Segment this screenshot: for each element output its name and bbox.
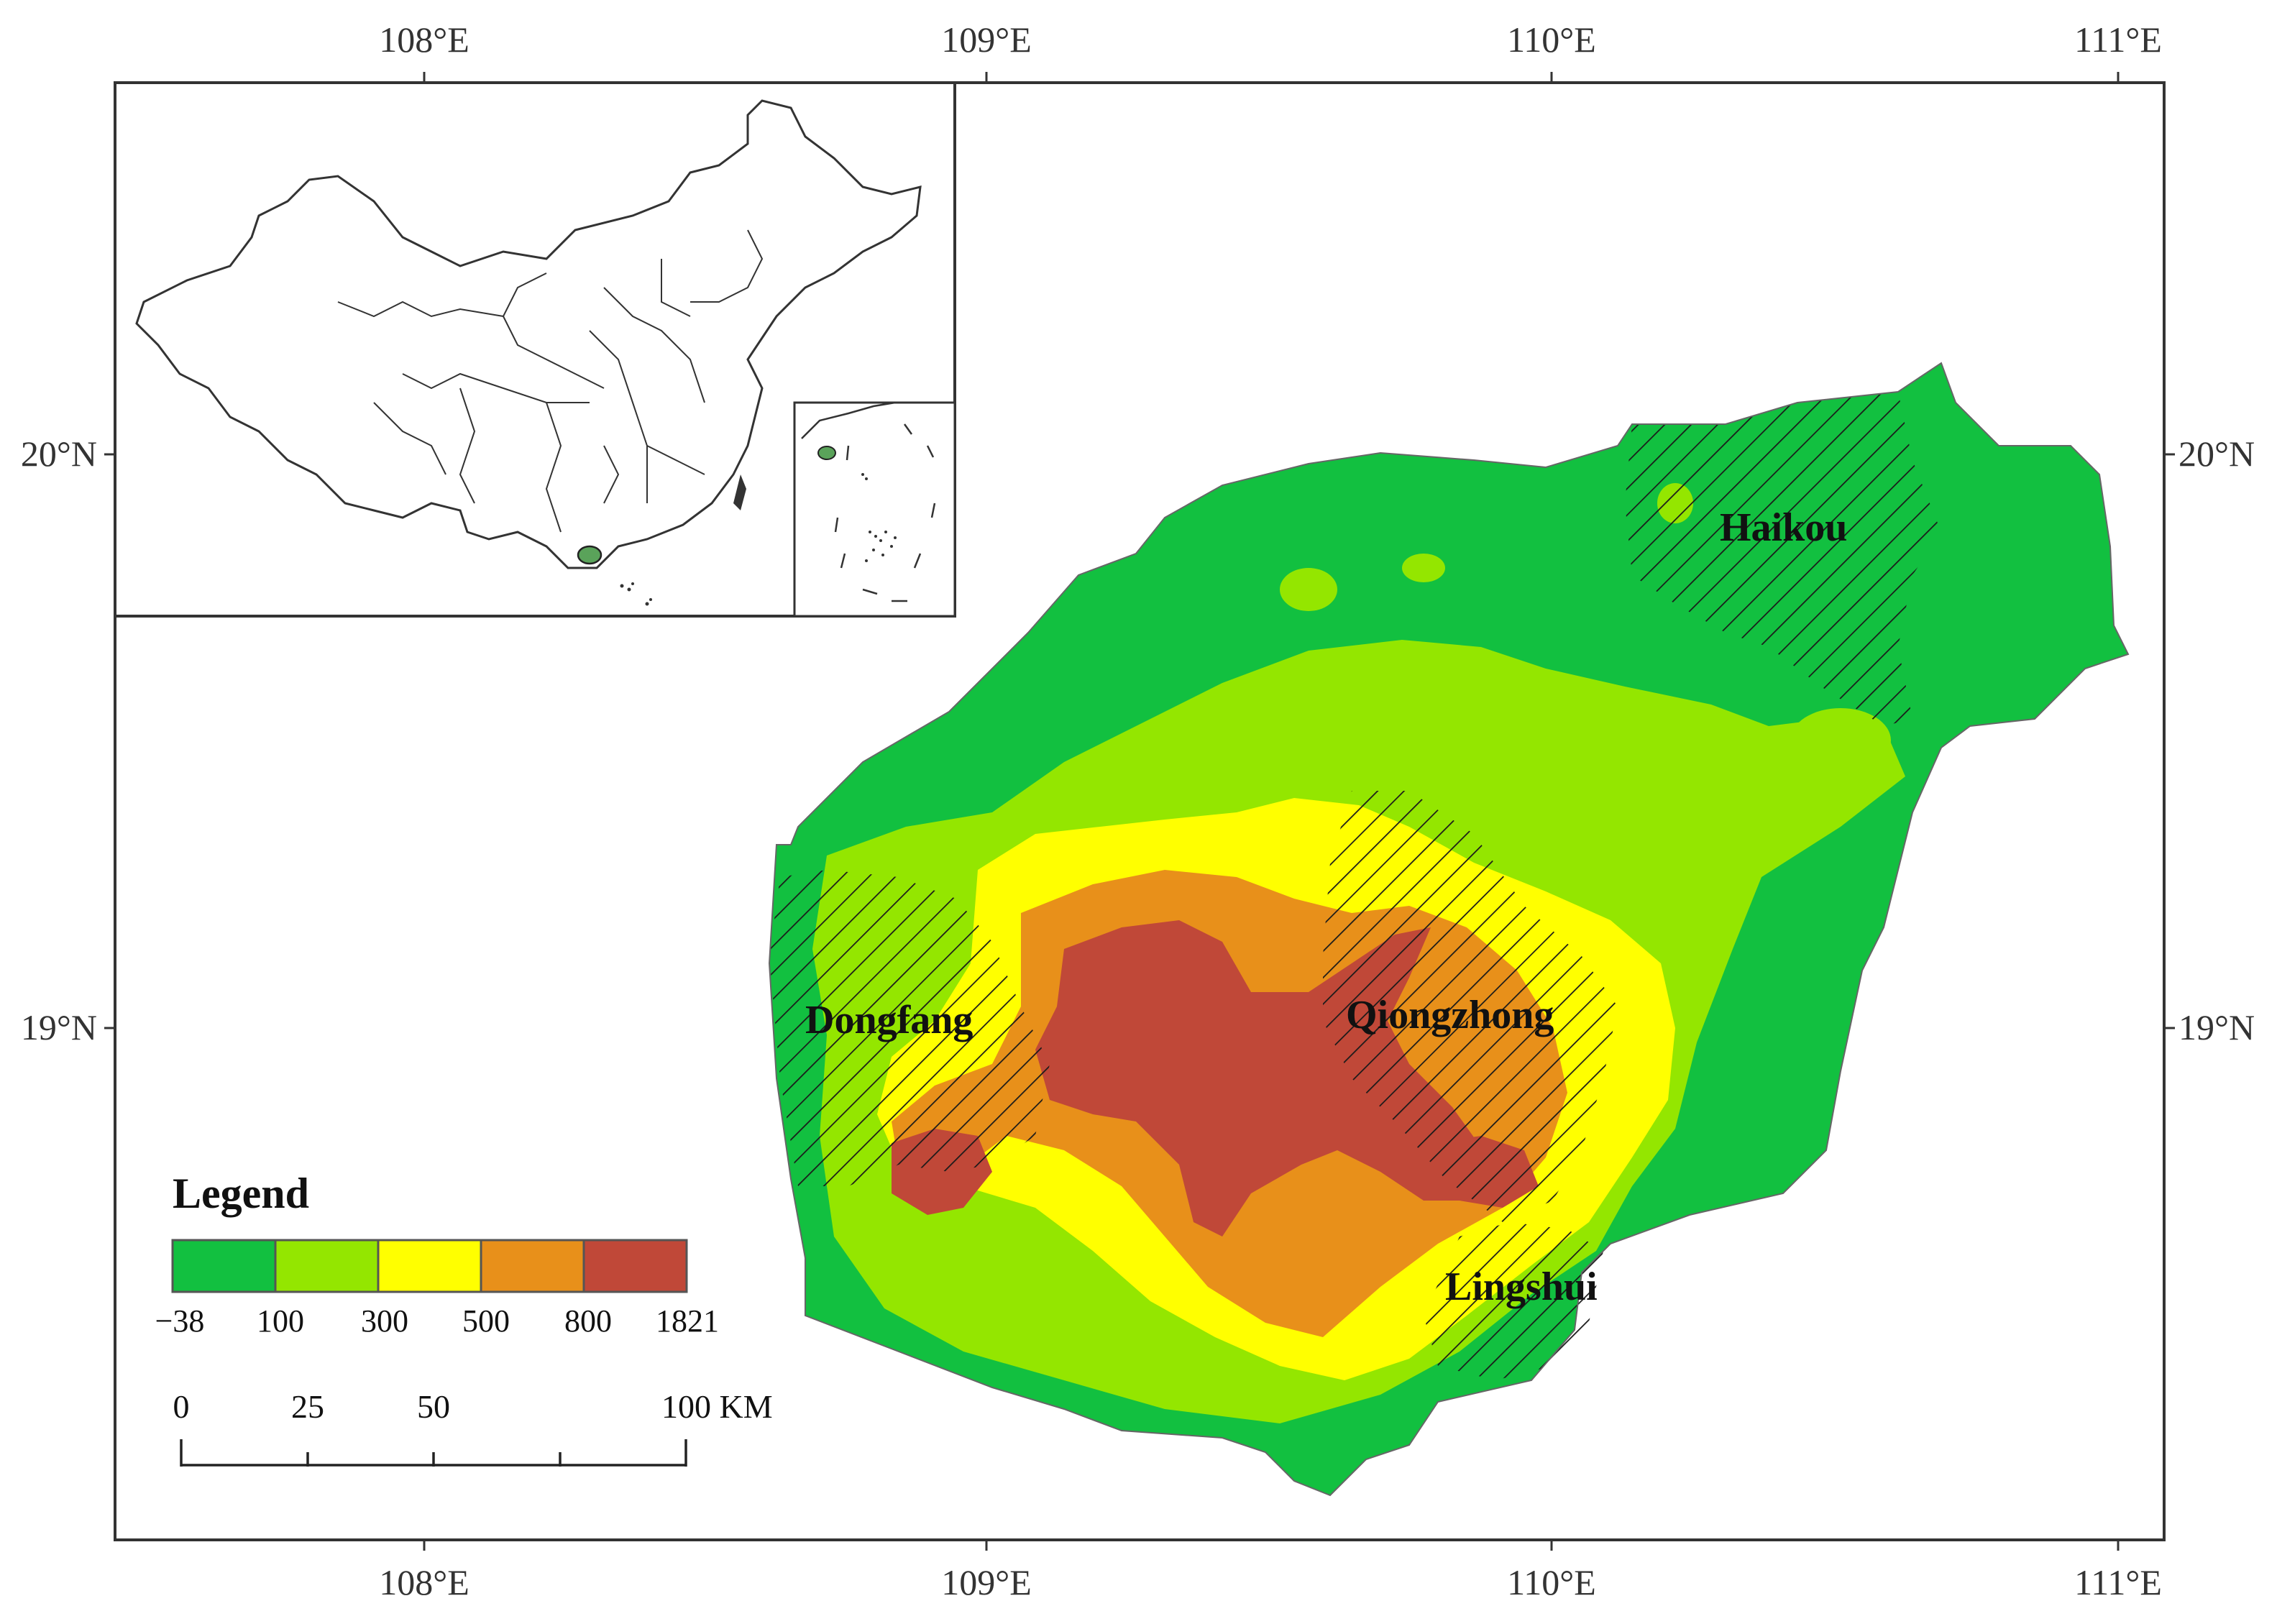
elevation-patch-north xyxy=(1280,568,1337,611)
lon-label-108-top: 108°E xyxy=(379,19,469,60)
lat-label-20-right: 20°N xyxy=(2179,433,2255,474)
legend-break-label: −38 xyxy=(155,1303,205,1339)
legend-break-label: 800 xyxy=(564,1303,612,1339)
elevation-patch-north-2 xyxy=(1402,554,1445,582)
legend-break-label: 1821 xyxy=(656,1303,719,1339)
lat-label-20-left: 20°N xyxy=(21,433,97,474)
south-china-sea-islands xyxy=(861,473,897,562)
legend-title: Legend xyxy=(173,1170,309,1217)
inset-islands xyxy=(620,474,746,606)
city-label-qiongzhong: Qiongzhong xyxy=(1346,993,1554,1037)
scale-bar-label-25: 25 xyxy=(291,1388,324,1425)
inset-map-china xyxy=(114,81,956,618)
graticule-ticks xyxy=(104,72,2175,1551)
hainan-island xyxy=(769,362,2129,1496)
city-label-lingshui: Lingshui xyxy=(1445,1265,1598,1309)
legend-swatch-3 xyxy=(377,1239,482,1293)
south-china-sea-dashes xyxy=(834,423,936,602)
lon-label-109-top: 109°E xyxy=(941,19,1032,60)
hatch-region-dongfang xyxy=(769,870,1050,1186)
lon-label-108-bottom: 108°E xyxy=(379,1562,469,1602)
lon-label-109-bottom: 109°E xyxy=(941,1562,1032,1602)
south-china-sea-hainan xyxy=(817,446,836,460)
lat-label-19-right: 19°N xyxy=(2179,1007,2255,1047)
scale-bar-label-0: 0 xyxy=(173,1388,190,1425)
legend-break-label: 300 xyxy=(361,1303,408,1339)
hatch-region-qiongzhong xyxy=(1323,791,1618,1222)
legend-swatch-2 xyxy=(274,1239,380,1293)
lon-label-110-bottom: 110°E xyxy=(1507,1562,1596,1602)
elevation-patch-northeast xyxy=(1790,708,1891,773)
legend-swatch-5 xyxy=(582,1239,688,1293)
south-china-sea-coast xyxy=(801,401,896,439)
lon-label-110-top: 110°E xyxy=(1507,19,1596,60)
inset-hainan-highlight xyxy=(577,545,603,565)
lat-label-19-left: 19°N xyxy=(21,1007,97,1047)
lon-label-111-bottom: 111°E xyxy=(2074,1562,2162,1602)
city-label-dongfang: Dongfang xyxy=(805,998,973,1042)
legend-break-label: 500 xyxy=(462,1303,510,1339)
legend-break-label: 100 xyxy=(257,1303,304,1339)
hatch-region-haikou xyxy=(1625,392,1941,726)
legend-swatch-1 xyxy=(171,1239,277,1293)
legend-swatch-4 xyxy=(480,1239,585,1293)
china-outline xyxy=(135,99,922,569)
scale-bar: 0 25 50 100 KM xyxy=(173,1388,773,1467)
legend: Legend −38 100 300 500 800 1821 xyxy=(155,1170,719,1339)
scale-bar-label-50: 50 xyxy=(417,1388,450,1425)
scale-bar-label-100: 100 KM xyxy=(661,1388,773,1425)
hatch-region-lingshui xyxy=(1424,1222,1603,1380)
map-frame xyxy=(114,81,2166,1541)
inset-south-china-sea xyxy=(793,401,956,618)
china-province-lines xyxy=(337,229,764,533)
city-label-haikou: Haikou xyxy=(1720,505,1847,550)
lon-label-111-top: 111°E xyxy=(2074,19,2162,60)
